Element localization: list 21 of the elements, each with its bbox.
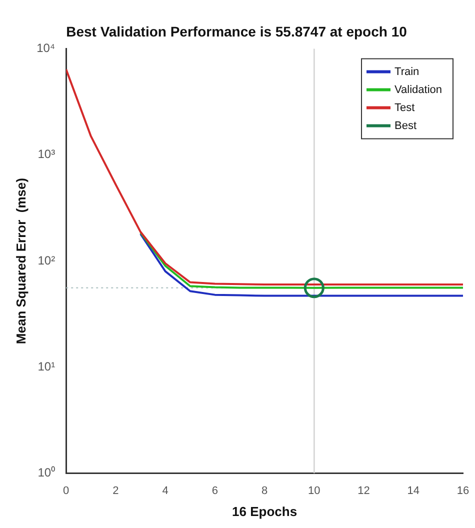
y-tick-label: 10¹ <box>38 359 56 374</box>
x-axis-title: 16 Epochs <box>232 504 298 519</box>
x-tick-label: 14 <box>407 484 420 497</box>
x-tick-label: 12 <box>358 484 370 497</box>
legend-label: Test <box>394 102 415 114</box>
legend-label: Best <box>394 120 417 132</box>
chart-title: Best Validation Performance is 55.8747 at epoch 10 <box>66 23 408 40</box>
x-tick-label: 6 <box>212 484 218 497</box>
y-tick-label: 10³ <box>38 147 56 162</box>
x-tick-label: 4 <box>162 484 168 497</box>
y-axis-title: Mean Squared Error (mse) <box>13 178 28 344</box>
x-tick-label: 2 <box>112 484 119 497</box>
y-tick-label: 10² <box>38 253 56 268</box>
x-tick-label: 8 <box>261 484 268 497</box>
x-tick-label: 0 <box>63 484 70 497</box>
y-tick-label: 10⁰ <box>38 466 56 480</box>
x-tick-label: 16 <box>456 484 470 497</box>
legend-label: Validation <box>394 84 442 96</box>
x-tick-label: 10 <box>308 484 320 497</box>
y-tick-label: 10⁴ <box>36 41 56 56</box>
legend-label: Train <box>394 66 420 78</box>
